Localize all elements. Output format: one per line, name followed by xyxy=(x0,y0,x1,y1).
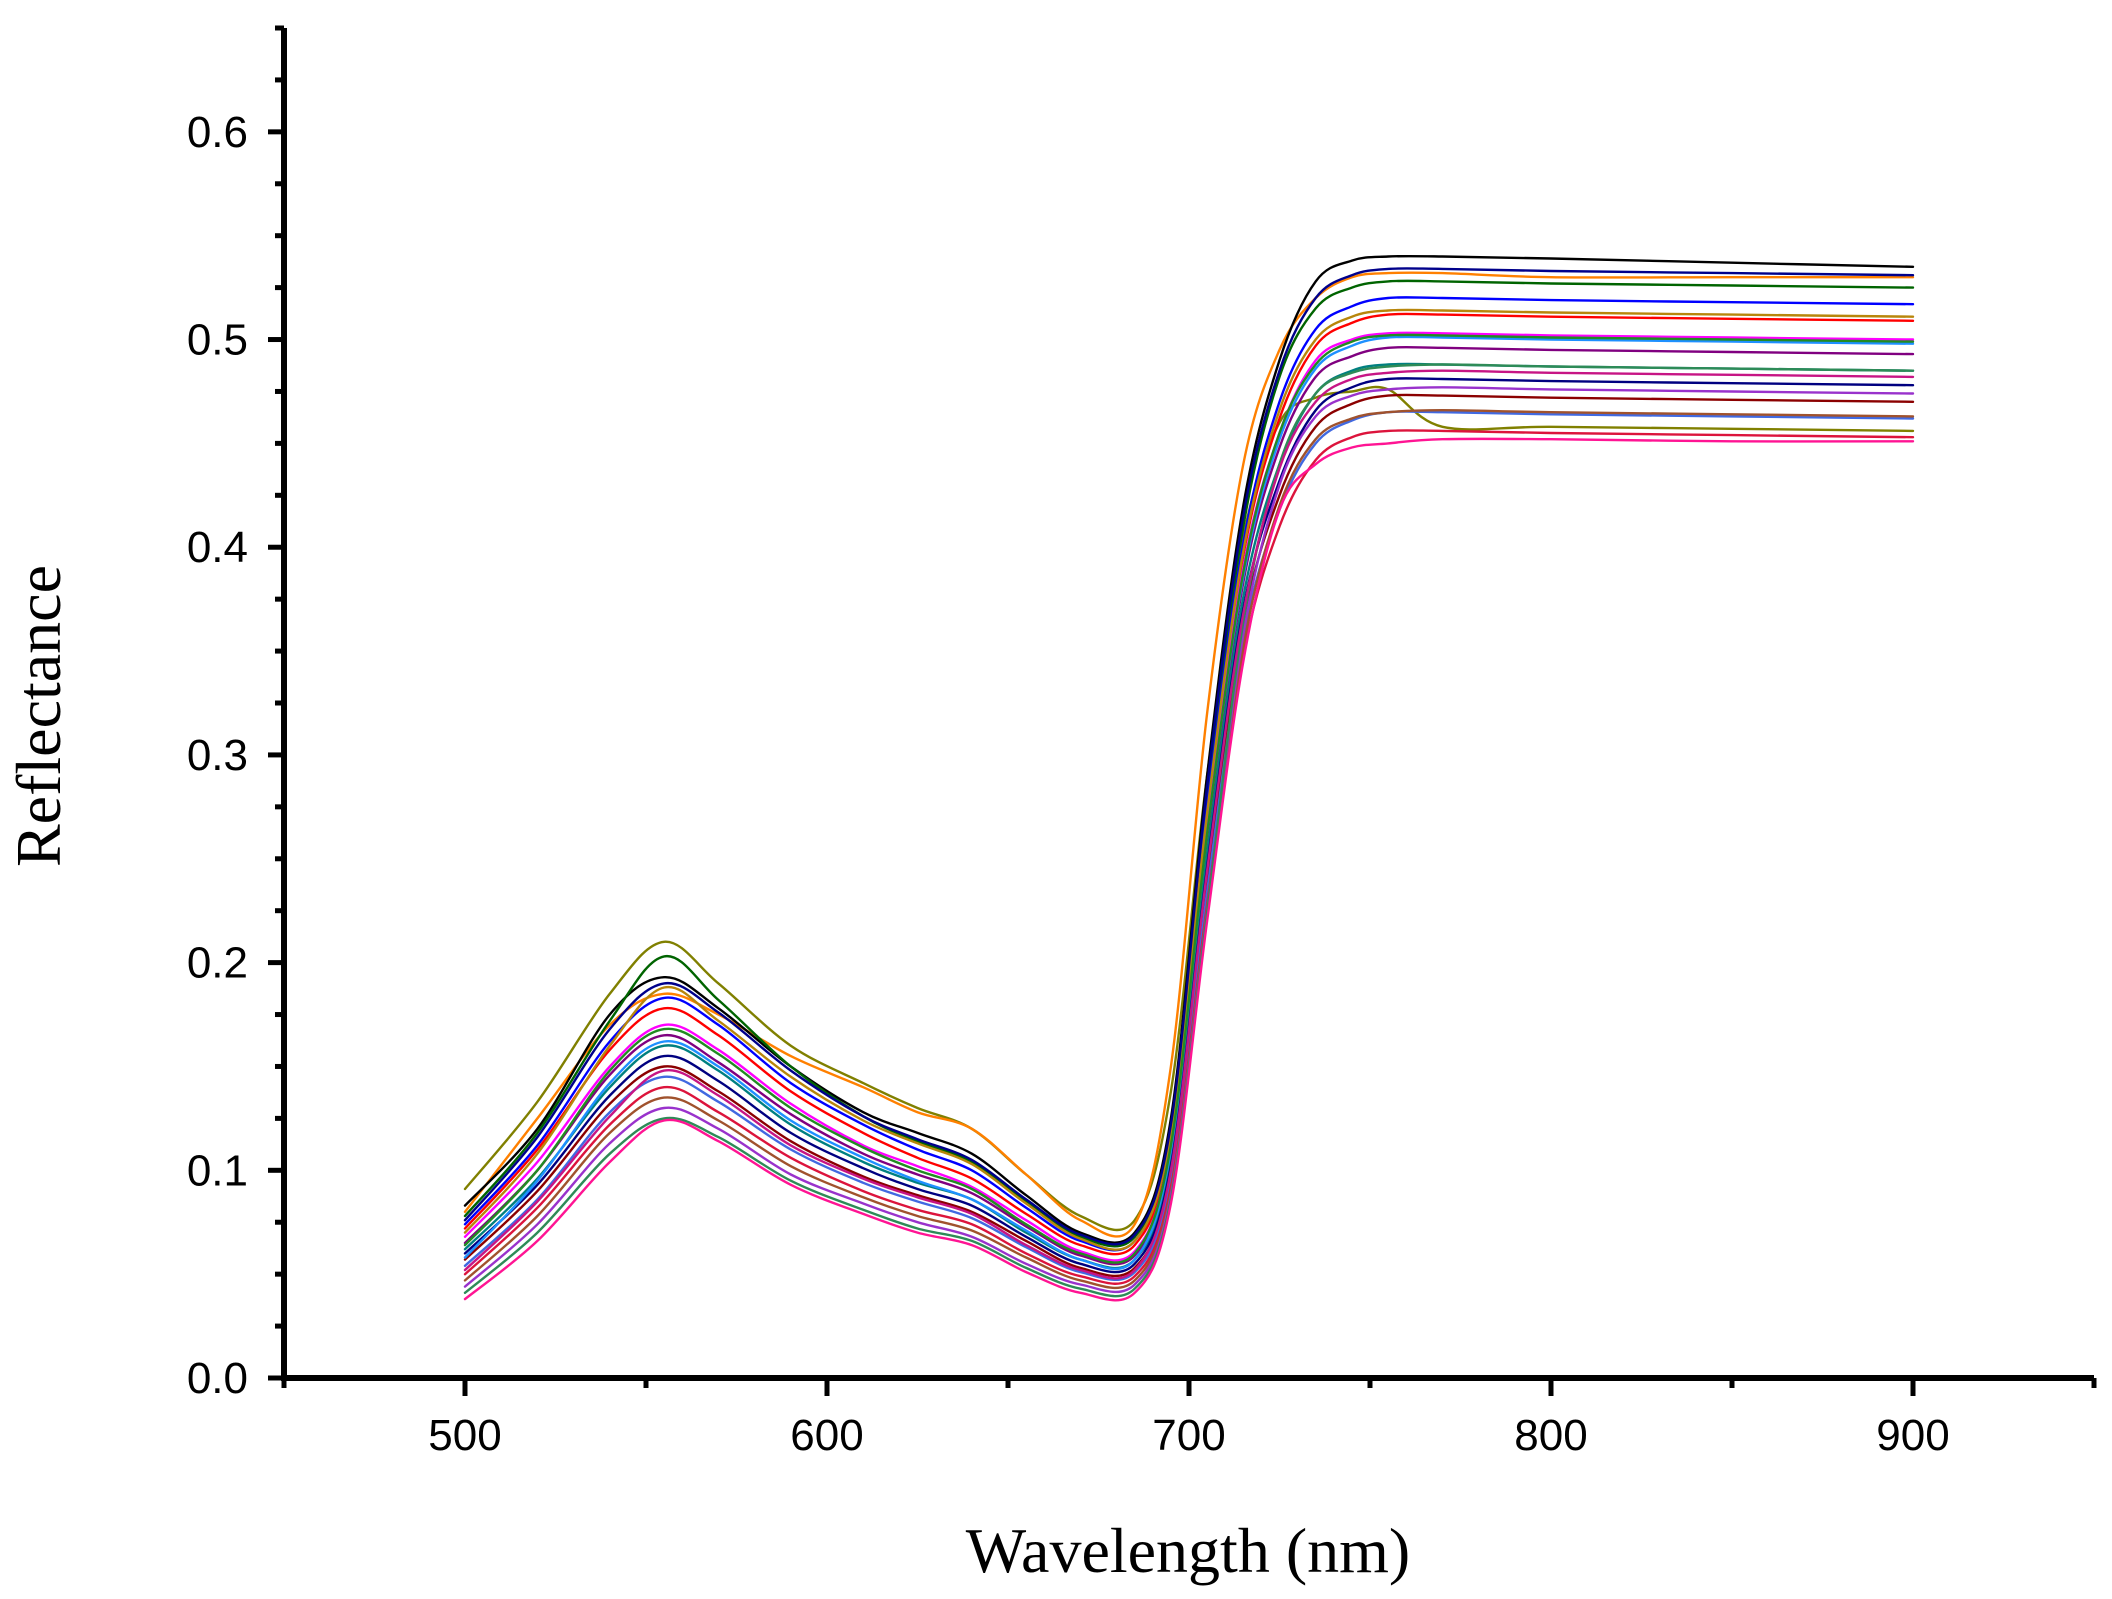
series-line-spectrum-14 xyxy=(463,409,1915,1290)
x-tick-label: 700 xyxy=(1152,1411,1225,1460)
ticks xyxy=(268,25,2097,1396)
series-line-spectrum-03 xyxy=(463,254,1915,1244)
series-line-spectrum-10 xyxy=(463,377,1915,1274)
series-line-spectrum-13 xyxy=(463,429,1915,1285)
series-line-spectrum-08 xyxy=(463,345,1915,1266)
series-line-spectrum-19 xyxy=(463,308,1915,1251)
tick-labels: 500 600 700 800 900 0.0 0.1 0.2 0.3 0.4 0.5 0.6 xyxy=(187,108,1950,1460)
series-line-spectrum-20 xyxy=(463,369,1915,1280)
series-line-spectrum-16 xyxy=(463,363,1915,1298)
spectra-lines xyxy=(463,254,1915,1302)
series-line-spectrum-01 xyxy=(463,385,1915,1232)
y-tick-label: 0.1 xyxy=(187,1146,248,1195)
x-tick-label: 500 xyxy=(428,1411,501,1460)
x-tick-label: 800 xyxy=(1514,1411,1587,1460)
series-line-spectrum-11 xyxy=(463,393,1915,1278)
y-tick-label: 0.3 xyxy=(187,731,248,780)
axes xyxy=(281,28,2094,1381)
series-line-spectrum-18 xyxy=(463,335,1915,1271)
series-line-spectrum-22 xyxy=(463,333,1915,1264)
series-line-spectrum-17 xyxy=(463,437,1915,1302)
x-tick-label: 600 xyxy=(790,1411,863,1460)
y-tick-label: 0.4 xyxy=(187,523,248,572)
series-line-spectrum-02 xyxy=(463,271,1915,1238)
series-line-spectrum-15 xyxy=(463,386,1915,1294)
series-line-spectrum-09 xyxy=(463,362,1915,1270)
y-tick-label: 0.6 xyxy=(187,108,248,157)
x-tick-label: 900 xyxy=(1876,1411,1949,1460)
y-axis-title: Reflectance xyxy=(3,565,74,867)
series-line-spectrum-12 xyxy=(463,410,1915,1282)
x-axis-title: Wavelength (nm) xyxy=(966,1515,1410,1586)
y-tick-label: 0.5 xyxy=(187,316,248,365)
y-tick-label: 0.0 xyxy=(187,1354,248,1403)
series-line-spectrum-21 xyxy=(463,267,1915,1246)
y-tick-label: 0.2 xyxy=(187,939,248,988)
series-line-spectrum-06 xyxy=(463,312,1915,1256)
